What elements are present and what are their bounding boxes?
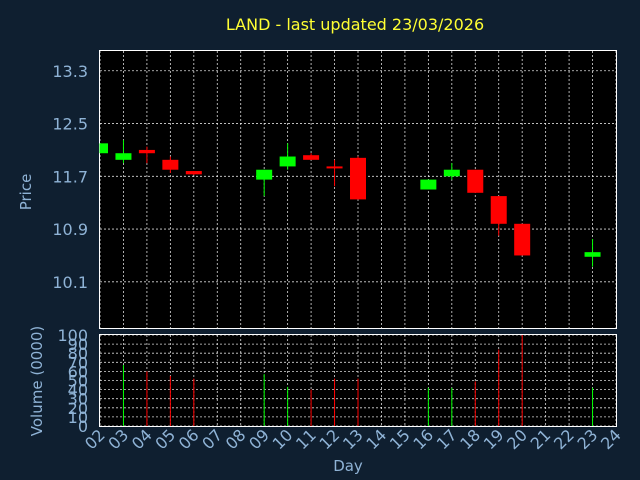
- volume-bars: [122, 335, 594, 426]
- candle-body: [279, 156, 296, 167]
- volume-tick-label: 70: [68, 353, 88, 372]
- candle-body: [350, 157, 366, 200]
- candle-body: [185, 171, 202, 175]
- volume-tick-label: 0: [78, 417, 88, 436]
- day-axis-label: Day: [333, 457, 363, 475]
- volume-tick-label: 30: [68, 390, 88, 409]
- candlesticks: [99, 140, 601, 267]
- candle-body: [420, 179, 437, 190]
- price-tick-label: 10.9: [52, 220, 88, 239]
- candle-body: [256, 169, 273, 180]
- price-axis: 10.1 10.9 11.7 12.5 13.3: [52, 62, 88, 292]
- volume-tick-label: 20: [68, 399, 88, 418]
- candle-body: [467, 169, 484, 193]
- candle-body: [138, 149, 155, 154]
- chart-title: LAND - last updated 23/03/2026: [226, 15, 484, 34]
- candle-body: [115, 153, 132, 160]
- candle-body: [100, 143, 108, 154]
- volume-tick-label: 100: [57, 326, 88, 345]
- price-tick-label: 13.3: [52, 62, 88, 81]
- price-tick-label: 10.1: [52, 273, 88, 292]
- volume-tick-label: 60: [68, 362, 88, 381]
- candle-body: [326, 166, 343, 169]
- volume-axis-label: Volume (0000): [28, 326, 46, 436]
- price-axis-label: Price: [17, 174, 35, 211]
- day-axis: 0203040506070809101112131415161718192021…: [81, 425, 625, 453]
- price-tick-label: 12.5: [52, 115, 88, 134]
- volume-tick-label: 90: [68, 335, 88, 354]
- candle-body: [443, 169, 460, 177]
- day-tick-label: 24: [597, 425, 625, 453]
- volume-tick-label: 40: [68, 381, 88, 400]
- volume-tick-label: 10: [68, 408, 88, 427]
- price-tick-label: 11.7: [52, 167, 88, 186]
- volume-tick-label: 50: [68, 372, 88, 391]
- candle-body: [584, 252, 601, 257]
- volume-tick-label: 80: [68, 344, 88, 363]
- candle-body: [162, 159, 179, 170]
- candle-body: [303, 155, 320, 160]
- candle-body: [490, 196, 507, 224]
- candle-body: [514, 223, 531, 256]
